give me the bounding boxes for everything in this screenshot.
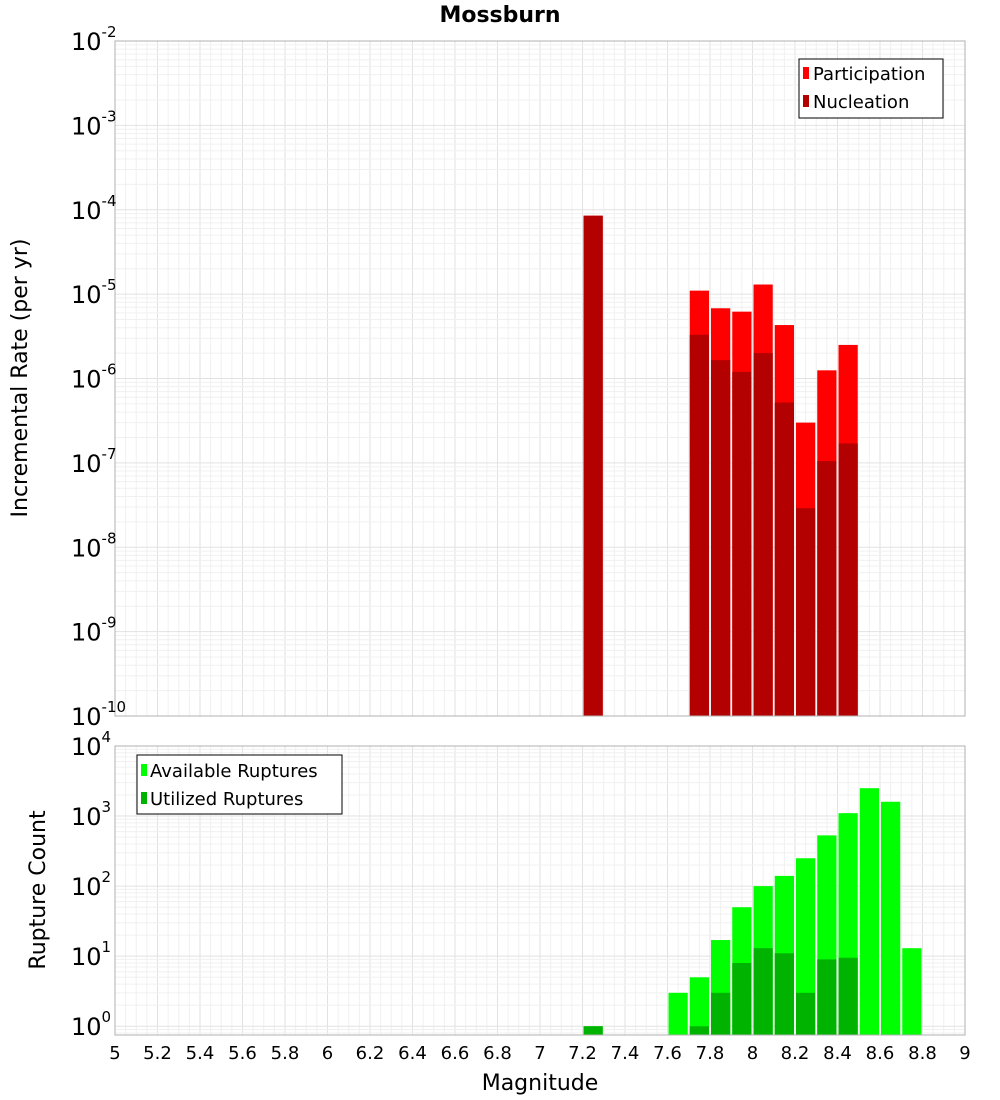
x-tick-label: 6.4 xyxy=(398,1043,427,1064)
nucleation-legend-swatch xyxy=(803,95,809,107)
x-tick-label: 8.6 xyxy=(866,1043,895,1064)
y-tick-label: 101 xyxy=(71,938,111,971)
x-tick-label: 5.4 xyxy=(186,1043,215,1064)
x-tick-label: 9 xyxy=(959,1043,970,1064)
x-tick-label: 7.8 xyxy=(696,1043,725,1064)
y-tick-label: 102 xyxy=(71,868,111,901)
nucleation-bar xyxy=(689,334,709,716)
available-ruptures-bar xyxy=(796,858,816,1035)
nucleation-bar xyxy=(796,508,816,716)
x-tick-label: 5.2 xyxy=(143,1043,172,1064)
x-tick-label: 6.8 xyxy=(483,1043,512,1064)
bottom-legend-box xyxy=(136,754,343,815)
x-tick-label: 7.4 xyxy=(611,1043,640,1064)
x-tick-label: 7.6 xyxy=(653,1043,682,1064)
participation-legend-swatch xyxy=(803,67,809,79)
bottom-y-ticks: 100 101 102 103 104 xyxy=(71,728,111,1041)
bottom-y-axis-label: Rupture Count xyxy=(26,810,51,970)
y-tick-label: 10-8 xyxy=(71,529,117,562)
top-bars xyxy=(583,215,858,717)
y-tick-label: 10-5 xyxy=(71,276,117,309)
utilized-ruptures-bar xyxy=(838,957,858,1035)
utilized-ruptures-bar xyxy=(732,962,752,1035)
nucleation-bar xyxy=(732,371,752,716)
top-legend: Participation Nucleation xyxy=(798,58,944,119)
top-grid xyxy=(114,40,966,717)
available-ruptures-legend-swatch xyxy=(141,764,147,776)
available-ruptures-bar xyxy=(859,788,879,1035)
utilized-ruptures-bar xyxy=(689,1026,709,1035)
bottom-legend: Available Ruptures Utilized Ruptures xyxy=(136,754,343,815)
available-ruptures-bar xyxy=(668,992,688,1035)
available-ruptures-bar xyxy=(881,801,901,1035)
y-tick-label: 10-9 xyxy=(71,614,117,647)
x-tick-label: 5.6 xyxy=(228,1043,257,1064)
y-tick-label: 103 xyxy=(71,798,111,831)
bottom-plot-border xyxy=(114,745,966,1036)
chart-title: Mossburn xyxy=(439,3,560,28)
x-tick-label: 7 xyxy=(534,1043,545,1064)
nucleation-bar xyxy=(583,215,603,717)
x-tick-label: 7.2 xyxy=(568,1043,597,1064)
nucleation-bar xyxy=(753,353,773,716)
bottom-chart: 100 101 102 103 104 5 5.2 5.4 5.6 5.8 6 6.2 6.4 6.6 6… xyxy=(26,728,971,1096)
x-ticks: 5 5.2 5.4 5.6 5.8 6 6.2 6.4 6.6 6.8 7 7.2 7.4 7.6 7.8 8… xyxy=(109,1043,970,1064)
x-tick-label: 8.8 xyxy=(908,1043,937,1064)
nucleation-legend-label: Nucleation xyxy=(813,92,909,113)
utilized-ruptures-legend-swatch xyxy=(141,792,147,804)
utilized-ruptures-legend-label: Utilized Ruptures xyxy=(150,789,303,810)
nucleation-bar xyxy=(774,402,794,716)
x-tick-label: 6.2 xyxy=(356,1043,385,1064)
y-tick-label: 104 xyxy=(71,728,111,761)
y-tick-label: 10-6 xyxy=(71,361,117,394)
x-tick-label: 8.4 xyxy=(823,1043,852,1064)
y-tick-label: 10-4 xyxy=(71,192,117,225)
utilized-ruptures-bar xyxy=(753,948,773,1035)
available-ruptures-legend-label: Available Ruptures xyxy=(150,761,318,782)
y-tick-label: 100 xyxy=(71,1008,111,1041)
x-tick-label: 5 xyxy=(109,1043,120,1064)
participation-legend-label: Participation xyxy=(813,64,925,85)
y-tick-label: 10-3 xyxy=(71,107,117,140)
x-tick-label: 8.2 xyxy=(781,1043,810,1064)
available-ruptures-bar xyxy=(689,977,709,1035)
top-plot-border xyxy=(114,40,966,717)
top-y-axis-label: Incremental Rate (per yr) xyxy=(8,239,33,518)
top-y-ticks: 10-10 10-9 10-8 10-7 10-6 10-5 10-4 10-3 10-2 xyxy=(71,23,126,731)
available-ruptures-bar xyxy=(902,948,922,1035)
utilized-ruptures-bar xyxy=(711,992,731,1035)
nucleation-bar xyxy=(817,461,837,716)
x-tick-label: 6.6 xyxy=(441,1043,470,1064)
top-legend-box xyxy=(798,58,944,119)
x-axis-label: Magnitude xyxy=(482,1071,599,1096)
utilized-ruptures-bar xyxy=(796,992,816,1035)
utilized-ruptures-bar xyxy=(817,959,837,1035)
y-tick-label: 10-10 xyxy=(71,698,126,731)
y-tick-label: 10-7 xyxy=(71,445,117,478)
top-chart: Mossburn 10-1010-910-810-710-610-510-410… xyxy=(8,3,966,731)
nucleation-bar xyxy=(838,443,858,716)
x-tick-label: 8 xyxy=(747,1043,758,1064)
x-tick-label: 5.8 xyxy=(271,1043,300,1064)
x-tick-label: 6 xyxy=(322,1043,333,1064)
y-tick-label: 10-2 xyxy=(71,23,117,56)
nucleation-bar xyxy=(711,360,731,716)
bottom-bars xyxy=(583,788,922,1035)
utilized-ruptures-bar xyxy=(774,953,794,1035)
utilized-ruptures-bar xyxy=(583,1026,603,1035)
